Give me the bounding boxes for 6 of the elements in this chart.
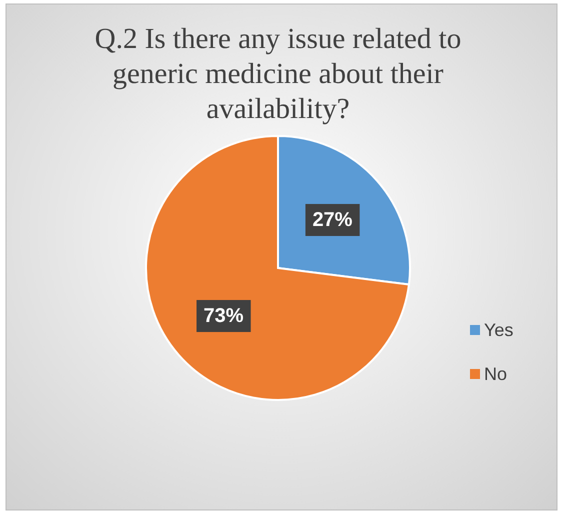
data-label: 27% (312, 208, 353, 231)
legend-label: Yes (484, 320, 514, 340)
data-label: 73% (204, 305, 244, 328)
pie-slice (145, 135, 410, 401)
slice-label: No (484, 364, 508, 384)
chart-title: Q.2 Is there any issue related to generic medicine about their availability? (94, 23, 462, 125)
